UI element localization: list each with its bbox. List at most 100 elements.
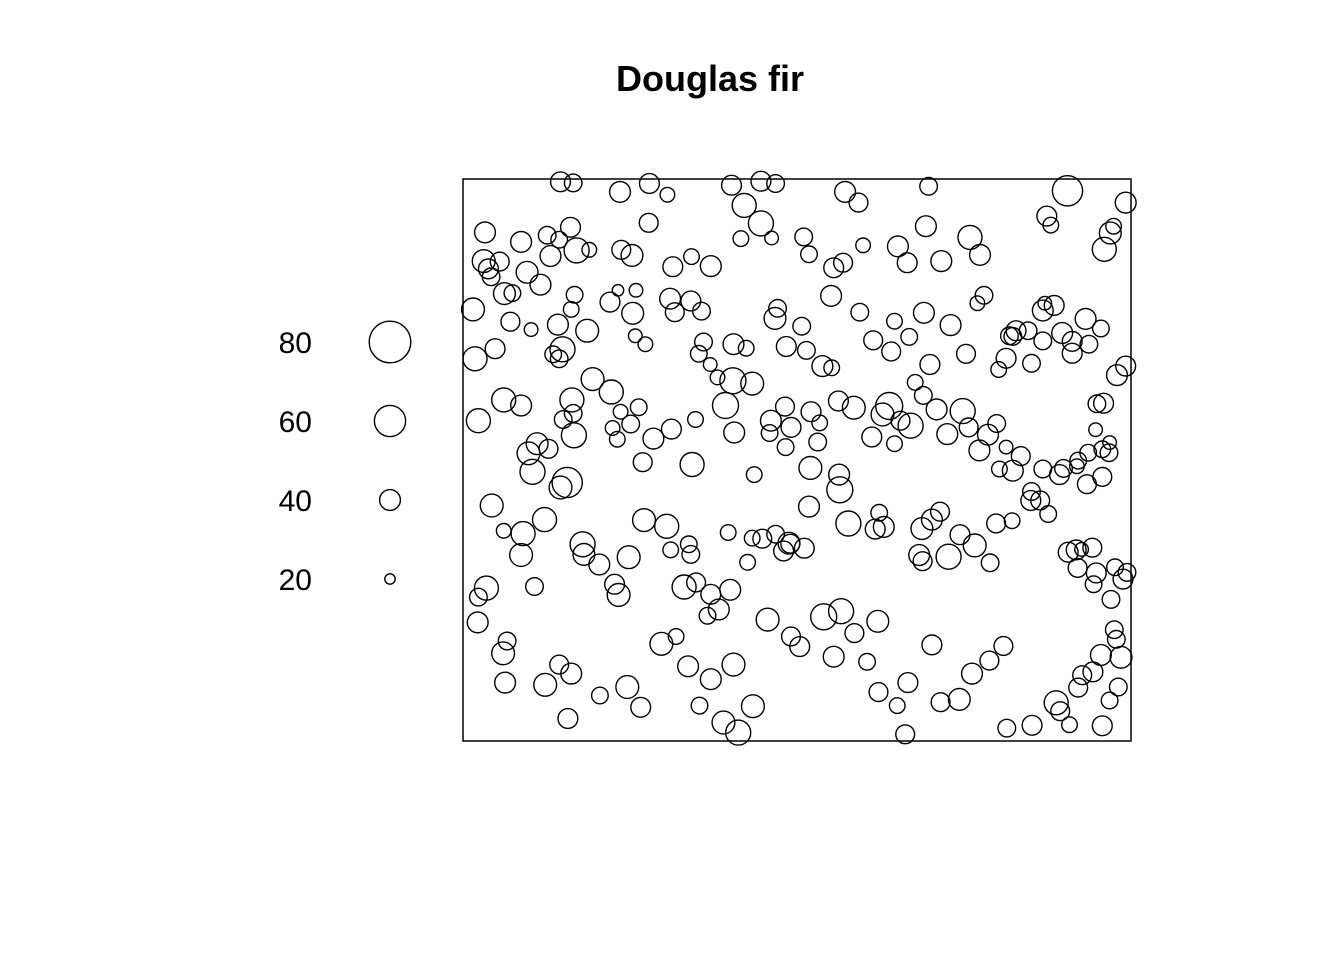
tree-point	[1057, 541, 1079, 563]
tree-point	[627, 328, 643, 344]
tree-point	[766, 173, 786, 193]
tree-point	[539, 244, 562, 268]
tree-point	[900, 327, 919, 346]
tree-point	[549, 336, 576, 363]
tree-point	[939, 314, 962, 337]
tree-point	[689, 344, 708, 363]
tree-point	[687, 411, 705, 429]
tree-point	[598, 379, 624, 405]
tree-point	[1048, 464, 1071, 486]
tree-point	[827, 463, 851, 486]
tree-point	[649, 631, 674, 656]
tree-point	[477, 258, 499, 280]
tree-point	[723, 421, 746, 444]
tree-point	[491, 387, 517, 413]
tree-point	[1072, 665, 1093, 686]
tree-point	[1053, 458, 1073, 478]
tree-point	[473, 221, 497, 244]
tree-point	[750, 170, 772, 192]
tree-point	[832, 252, 854, 273]
tree-point	[660, 418, 682, 440]
tree-point	[466, 611, 489, 634]
tree-point	[519, 458, 546, 485]
tree-point	[800, 245, 819, 264]
tree-point	[1074, 307, 1097, 330]
tree-point	[868, 681, 889, 703]
tree-point	[1003, 512, 1021, 530]
tree-point	[544, 345, 563, 364]
tree-point	[780, 416, 802, 438]
tree-point	[775, 335, 797, 358]
tree-point	[588, 553, 611, 576]
tree-point	[492, 282, 516, 306]
tree-point	[1039, 505, 1058, 524]
tree-point	[559, 387, 585, 413]
tree-point	[850, 302, 870, 322]
tree-point	[732, 230, 750, 248]
tree-point	[759, 409, 782, 432]
tree-point	[912, 301, 935, 324]
tree-point	[599, 291, 621, 313]
tree-point	[563, 403, 583, 423]
tree-point	[976, 423, 1000, 446]
tree-point	[896, 252, 918, 274]
tree-point	[772, 540, 795, 562]
tree-point	[550, 230, 569, 249]
tree-point	[957, 224, 983, 251]
tree-point	[800, 401, 822, 423]
tree-point	[897, 412, 924, 439]
tree-point	[949, 397, 976, 425]
legend-label: 40	[279, 485, 312, 518]
tree-point	[694, 332, 714, 352]
tree-point	[848, 192, 869, 213]
tree-point	[794, 227, 814, 247]
tree-point	[1105, 558, 1124, 577]
tree-point	[919, 353, 941, 376]
tree-point	[575, 318, 600, 343]
tree-point	[870, 503, 889, 522]
tree-point	[747, 210, 775, 237]
tree-point	[999, 326, 1019, 346]
tree-point	[537, 225, 557, 245]
tree-point	[479, 493, 504, 518]
tree-point	[949, 524, 971, 546]
tree-point	[1005, 320, 1027, 342]
legend-circle	[378, 488, 402, 512]
tree-point	[529, 273, 552, 296]
tree-point	[719, 524, 737, 542]
tree-point	[1109, 645, 1133, 669]
tree-point	[1043, 690, 1069, 716]
tree-point	[1104, 620, 1124, 640]
tree-point	[811, 355, 834, 378]
tree-point	[768, 298, 788, 318]
tree-point	[711, 710, 736, 735]
legend-label: 60	[279, 406, 312, 439]
tree-point	[1051, 174, 1084, 207]
tree-point	[793, 537, 815, 559]
tree-point	[797, 495, 821, 518]
tree-point	[936, 423, 959, 446]
tree-point	[658, 287, 682, 310]
tree-point	[739, 553, 757, 571]
tree-point	[531, 506, 558, 533]
tree-point	[702, 357, 718, 373]
tree-point	[685, 572, 707, 593]
tree-point	[833, 180, 857, 203]
tree-point	[509, 230, 533, 253]
tree-point	[508, 542, 534, 568]
tree-point	[962, 533, 987, 558]
tree-point	[990, 460, 1008, 478]
tree-point	[580, 367, 605, 392]
tree-point	[763, 306, 787, 330]
tree-point	[866, 609, 890, 633]
tree-point	[557, 707, 579, 730]
tree-point	[509, 394, 533, 417]
tree-point	[1088, 422, 1104, 438]
tree-point	[979, 650, 1000, 671]
tree-point	[1079, 334, 1099, 354]
tree-point	[798, 455, 823, 480]
tree-point	[920, 508, 943, 531]
tree-point	[1101, 589, 1121, 609]
tree-point	[560, 422, 588, 449]
